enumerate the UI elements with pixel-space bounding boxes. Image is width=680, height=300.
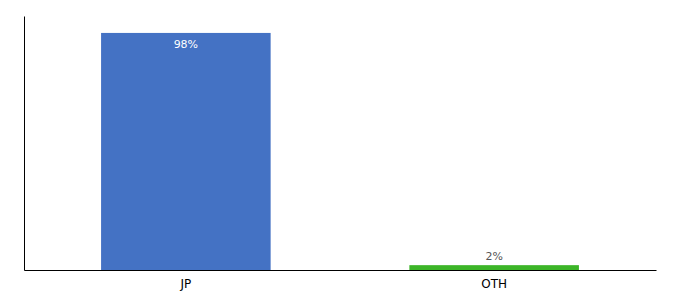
chart-container: JP OTH 98% 2% <box>0 0 680 300</box>
data-labels: 98% 2% <box>174 38 503 263</box>
bar <box>409 265 579 270</box>
y-axis <box>24 17 25 271</box>
chart-svg: JP OTH 98% 2% <box>0 0 680 300</box>
plot-area: JP OTH 98% 2% <box>25 17 657 291</box>
x-axis: JP OTH <box>25 271 657 291</box>
bar <box>101 33 271 270</box>
data-label: 98% <box>174 38 198 51</box>
x-tick: OTH <box>481 277 507 291</box>
x-tick-label: JP <box>179 277 191 291</box>
data-label: 2% <box>485 250 502 263</box>
x-tick: JP <box>179 277 191 291</box>
bars <box>101 33 579 270</box>
x-axis-line <box>25 270 657 271</box>
x-tick-label: OTH <box>481 277 507 291</box>
y-axis-line <box>24 17 25 271</box>
